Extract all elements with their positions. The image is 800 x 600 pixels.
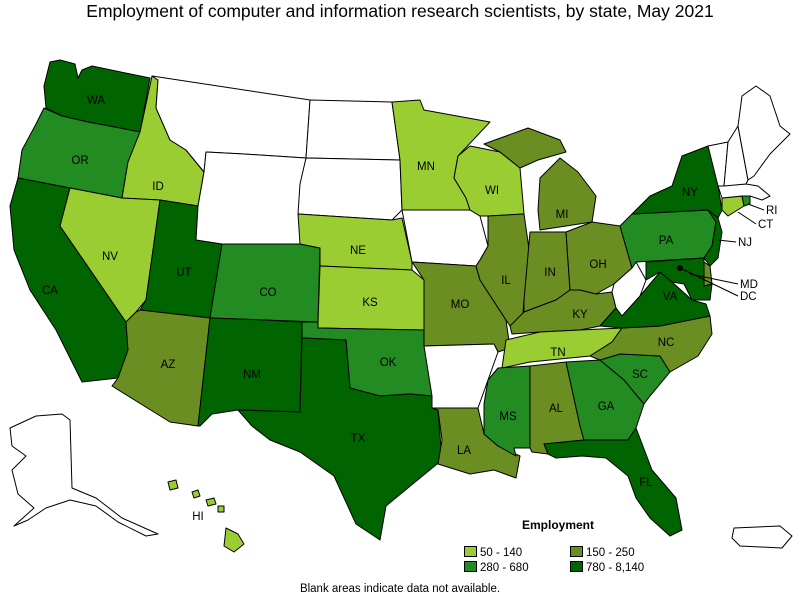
- legend-item: 50 - 140: [464, 546, 522, 560]
- label-CO: CO: [259, 287, 276, 299]
- label-MS: MS: [499, 411, 517, 423]
- label-GA: GA: [598, 401, 615, 413]
- label-WI: WI: [485, 185, 499, 197]
- label-NV: NV: [102, 251, 118, 263]
- legend-label: 280 - 680: [480, 562, 529, 574]
- label-NM: NM: [243, 369, 261, 381]
- state-LA[interactable]: [431, 407, 521, 479]
- leader-md: [689, 273, 739, 285]
- state-WA[interactable]: [43, 59, 151, 133]
- state-PR[interactable]: [731, 525, 793, 549]
- label-NC: NC: [658, 337, 675, 349]
- state-NY[interactable]: [631, 145, 723, 219]
- map-title: Employment of computer and information r…: [86, 1, 714, 21]
- label-CA: CA: [42, 285, 58, 297]
- leader-dc: [679, 267, 739, 297]
- label-NE: NE: [350, 245, 366, 257]
- leader-ri: [747, 203, 765, 211]
- state-SD[interactable]: [297, 157, 403, 221]
- state-AR[interactable]: [423, 343, 499, 409]
- label-SC: SC: [632, 369, 648, 381]
- footnote: Blank areas indicate data not available.: [299, 583, 501, 595]
- label-AZ: AZ: [161, 359, 176, 371]
- state-NC[interactable]: [589, 315, 713, 373]
- label-HI: HI: [192, 511, 204, 523]
- state-TX[interactable]: [237, 337, 443, 541]
- leader-nj: [717, 239, 737, 243]
- label-WA: WA: [87, 95, 105, 107]
- legend-label: 150 - 250: [586, 547, 635, 559]
- state-WY[interactable]: [195, 151, 307, 245]
- label-TX: TX: [351, 433, 366, 445]
- legend-label: 50 - 140: [480, 547, 523, 559]
- state-NH[interactable]: [723, 125, 749, 187]
- label-MN: MN: [417, 161, 435, 173]
- state-HI[interactable]: [167, 479, 245, 553]
- label-OH: OH: [589, 259, 606, 271]
- label-PA: PA: [659, 235, 674, 247]
- legend-title: Employment: [522, 518, 595, 532]
- label-LA: LA: [457, 445, 471, 457]
- label-NY: NY: [682, 187, 698, 199]
- label-FL: FL: [639, 477, 653, 489]
- label-OR: OR: [71, 155, 88, 167]
- label-NJ: NJ: [738, 237, 752, 249]
- legend-label: 780 - 8,140: [586, 562, 645, 574]
- state-IA[interactable]: [401, 209, 489, 267]
- legend-item: 150 - 250: [570, 546, 635, 560]
- label-VA: VA: [663, 291, 678, 303]
- state-CT[interactable]: [721, 195, 745, 217]
- state-FL[interactable]: [543, 427, 683, 537]
- state-ND[interactable]: [305, 99, 401, 161]
- label-RI: RI: [766, 205, 778, 217]
- label-TN: TN: [550, 347, 565, 359]
- legend: Employment 50 - 140 150 - 250 280 - 680 …: [460, 518, 690, 578]
- dc-marker: [677, 265, 683, 271]
- label-IN: IN: [544, 267, 556, 279]
- legend-swatch: [464, 561, 477, 572]
- state-AK[interactable]: [9, 413, 159, 537]
- state-ME[interactable]: [737, 85, 791, 181]
- label-DC: DC: [740, 291, 757, 303]
- label-MO: MO: [451, 299, 470, 311]
- legend-swatch: [464, 546, 477, 557]
- label-IL: IL: [501, 275, 511, 287]
- state-NV[interactable]: [59, 187, 161, 323]
- label-OK: OK: [380, 357, 397, 369]
- legend-swatch: [570, 561, 583, 572]
- legend-item: 280 - 680: [464, 561, 529, 575]
- legend-item: 780 - 8,140: [570, 561, 644, 575]
- label-ID: ID: [152, 181, 164, 193]
- label-KS: KS: [362, 297, 378, 309]
- label-MD: MD: [740, 279, 758, 291]
- label-UT: UT: [176, 267, 191, 279]
- legend-swatch: [570, 546, 583, 557]
- state-MA[interactable]: [717, 183, 771, 201]
- label-AL: AL: [549, 403, 564, 415]
- state-VA[interactable]: [599, 271, 711, 329]
- label-CT: CT: [758, 219, 773, 231]
- label-KY: KY: [572, 309, 588, 321]
- label-MI: MI: [556, 209, 569, 221]
- leader-ct: [737, 211, 757, 225]
- state-CO[interactable]: [209, 243, 321, 323]
